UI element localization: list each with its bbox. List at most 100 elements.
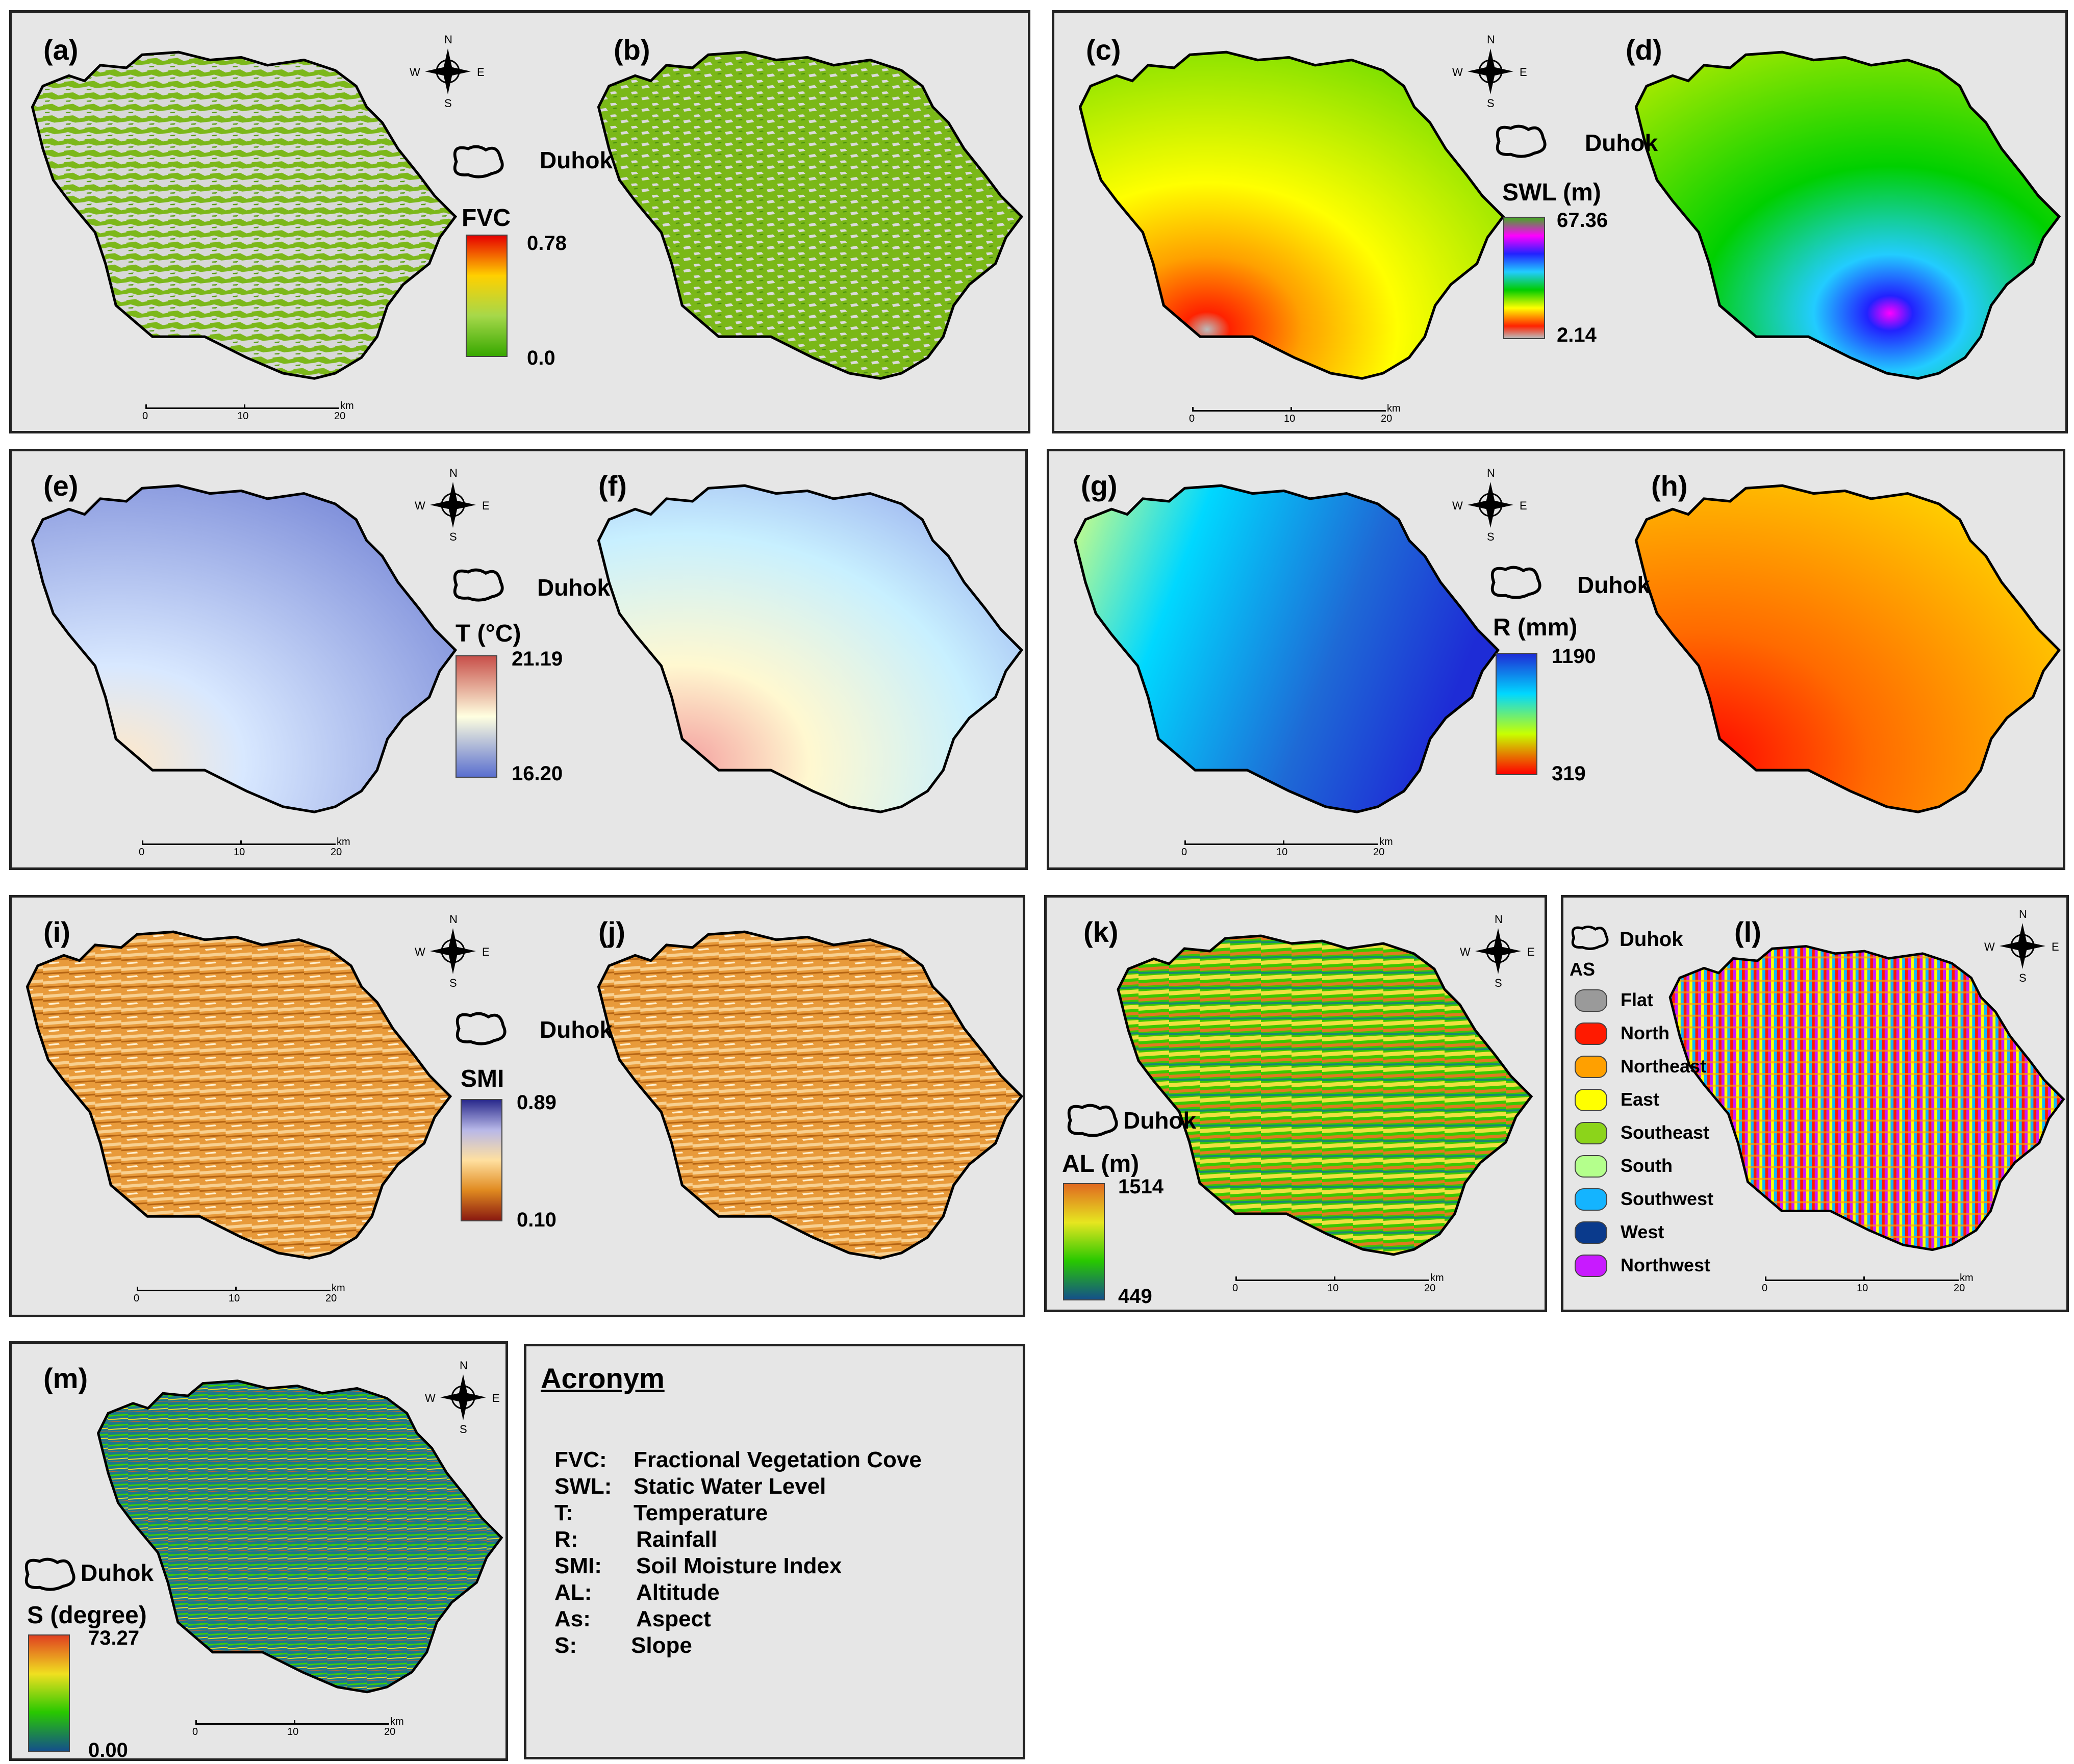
boundary-symbol-icon (1488, 564, 1544, 604)
compass-e: E (482, 499, 490, 512)
aspect-legend-item: Northwest (1570, 1252, 1733, 1285)
aspect-legend-item: East (1570, 1086, 1733, 1119)
scale-unit: km (340, 400, 354, 412)
boundary-symbol-icon (22, 1555, 78, 1596)
acronym-key: S: (554, 1633, 577, 1658)
scale-unit: km (1960, 1272, 1974, 1284)
scale-20: 20 (334, 411, 346, 422)
compass-rose-icon: N S W E (415, 913, 491, 989)
panel-label-a: (a) (43, 34, 79, 66)
scale-unit: km (1379, 836, 1393, 848)
compass-w: W (415, 499, 425, 512)
legend-ramp-al (1063, 1183, 1105, 1300)
legend-ramp-fvc (466, 235, 508, 357)
boundary-symbol-icon (1065, 1102, 1121, 1142)
panel-fvc: (a) (b) N S W E Duhok FVC 0.78 0.0 0 10 … (9, 10, 1030, 433)
scale-20: 20 (1381, 413, 1393, 424)
legend-min-al: 449 (1118, 1285, 1152, 1308)
scale-0: 0 (142, 411, 148, 422)
legend-min-swl: 2.14 (1557, 324, 1597, 346)
scale-bar: 0 10 20 km (1189, 403, 1406, 424)
compass-w: W (425, 1392, 436, 1404)
aspect-legend-item: South (1570, 1153, 1733, 1186)
compass-e: E (492, 1392, 500, 1404)
legend-ramp-r (1496, 653, 1537, 775)
legend-max-r: 1190 (1552, 645, 1596, 668)
acronym-value: Slope (631, 1633, 692, 1658)
compass-w: W (1460, 945, 1471, 958)
scale-10: 10 (234, 847, 245, 858)
aspect-legend-item: Southeast (1570, 1119, 1733, 1153)
aspect-legend-title: AS (1570, 959, 1596, 980)
compass-e: E (482, 945, 490, 958)
map-temperature-e (22, 477, 461, 834)
legend-min-smi: 0.10 (517, 1209, 557, 1231)
panel-label-e: (e) (43, 470, 79, 502)
acronym-value: Altitude (636, 1580, 720, 1605)
compass-s: S (1495, 977, 1502, 989)
acronym-key: FVC: (554, 1447, 607, 1472)
panel-label-g: (g) (1081, 470, 1118, 502)
panel-label-h: (h) (1651, 470, 1688, 502)
compass-s: S (449, 977, 457, 989)
aspect-legend-label: East (1621, 1089, 1660, 1110)
scale-10: 10 (1327, 1283, 1339, 1294)
boundary-label: Duhok (540, 147, 613, 173)
compass-s: S (449, 530, 457, 543)
scale-10: 10 (1284, 413, 1296, 424)
legend-min-fvc: 0.0 (527, 347, 555, 369)
acronym-title: Acronym (541, 1362, 665, 1394)
aspect-swatch-icon (1575, 1188, 1607, 1211)
compass-w: W (1452, 66, 1463, 79)
scale-bar: 0 10 20 km (134, 1283, 351, 1304)
acronym-value: Fractional Vegetation Cove (634, 1447, 922, 1472)
aspect-swatch-icon (1575, 1022, 1607, 1045)
legend-title-swl: SWL (m) (1502, 179, 1601, 206)
acronym-value: Soil Moisture Index (636, 1553, 842, 1578)
legend-ramp-swl (1503, 217, 1545, 339)
acronym-value: Static Water Level (634, 1474, 826, 1499)
legend-min-s: 0.00 (88, 1739, 128, 1761)
boundary-label: Duhok (537, 574, 611, 601)
legend-min-t: 16.20 (512, 762, 563, 785)
scale-bar: 0 10 20 km (192, 1716, 410, 1737)
scale-unit: km (1430, 1272, 1444, 1284)
panel-label-c: (c) (1086, 34, 1121, 66)
aspect-swatch-icon (1575, 1122, 1607, 1144)
scale-20: 20 (1424, 1283, 1436, 1294)
scale-0: 0 (1189, 413, 1195, 424)
boundary-label: Duhok (1123, 1107, 1197, 1134)
compass-e: E (1520, 66, 1527, 79)
scale-0: 0 (1762, 1283, 1768, 1294)
aspect-legend-item: Northeast (1570, 1053, 1733, 1086)
legend-max-t: 21.19 (512, 648, 563, 670)
compass-s: S (2019, 972, 2027, 984)
compass-n: N (1495, 913, 1503, 926)
boundary-symbol-icon (1570, 924, 1610, 954)
boundary-label: Duhok (1577, 572, 1651, 598)
scale-10: 10 (1857, 1283, 1868, 1294)
panel-label-k: (k) (1083, 916, 1119, 948)
map-rainfall-h (1626, 477, 2064, 834)
compass-rose-icon: N S W E (410, 33, 486, 110)
compass-s: S (1487, 97, 1495, 110)
compass-e: E (477, 66, 485, 79)
legend-max-smi: 0.89 (517, 1091, 557, 1114)
scale-bar: 0 10 20 km (1762, 1272, 1979, 1294)
aspect-legend-label: South (1621, 1155, 1673, 1176)
compass-s: S (460, 1423, 467, 1436)
scale-bar: 0 10 20 km (1181, 836, 1399, 858)
aspect-legend-item: North (1570, 1020, 1733, 1053)
panel-rainfall: (g) (h) N S W E Duhok R (mm) 1190 319 0 … (1047, 449, 2065, 870)
compass-rose-icon: N S W E (1452, 467, 1529, 543)
compass-rose-icon: N S W E (425, 1359, 501, 1436)
panel-label-i: (i) (43, 916, 70, 948)
scale-bar: 0 10 20 km (142, 400, 360, 422)
legend-title-fvc: FVC (462, 204, 511, 232)
acronym-value: Rainfall (636, 1527, 717, 1552)
scale-0: 0 (192, 1726, 198, 1737)
aspect-legend-label: North (1621, 1022, 1670, 1043)
boundary-symbol-icon (1493, 122, 1549, 163)
map-temperature-f (588, 477, 1027, 834)
panel-temperature: (e) (f) N S W E Duhok T (°C) 21.19 16.20… (9, 449, 1028, 870)
